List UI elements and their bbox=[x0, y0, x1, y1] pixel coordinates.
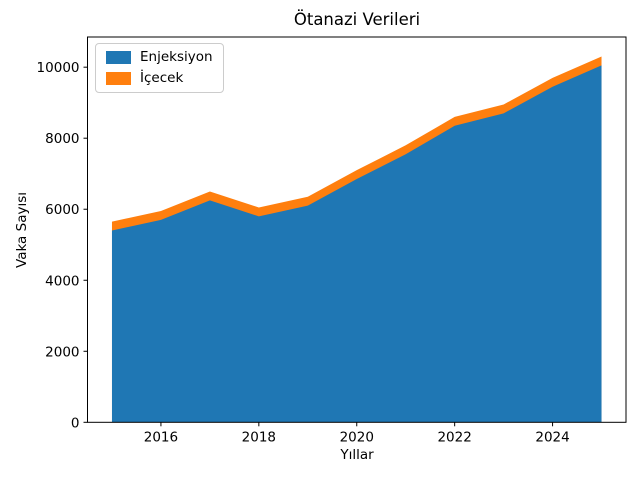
legend-item-enjeksiyon: Enjeksiyon bbox=[106, 49, 213, 65]
x-tick-label: 2016 bbox=[144, 429, 178, 445]
legend-swatch-icon bbox=[106, 51, 131, 65]
chart-title: Ötanazi Verileri bbox=[294, 10, 420, 29]
y-tick-label: 10000 bbox=[37, 60, 80, 76]
x-tick-label: 2018 bbox=[242, 429, 276, 445]
x-tick-label: 2024 bbox=[535, 429, 569, 445]
legend-item-icecek: İçecek bbox=[106, 69, 213, 86]
chart-legend: Enjeksiyon İçecek bbox=[95, 43, 224, 93]
series-area-enjeksiyon bbox=[111, 65, 602, 423]
y-tick-label: 0 bbox=[71, 415, 80, 431]
y-tick-label: 6000 bbox=[45, 202, 79, 218]
x-axis-label: Yıllar bbox=[339, 447, 374, 463]
legend-label: Enjeksiyon bbox=[140, 49, 213, 65]
series-layers bbox=[111, 56, 602, 423]
plot-frame bbox=[87, 36, 627, 423]
y-tick-label: 2000 bbox=[45, 344, 79, 360]
legend-swatch-icon bbox=[106, 71, 131, 85]
y-tick-label: 8000 bbox=[45, 131, 79, 147]
y-tick-label: 4000 bbox=[45, 273, 79, 289]
x-tick-label: 2020 bbox=[340, 429, 374, 445]
y-axis-label: Vaka Sayısı bbox=[14, 192, 30, 268]
axes: 0 2000 4000 6000 8000 10000 2016 2018 2020 2022 20… bbox=[37, 36, 627, 445]
legend-label: İçecek bbox=[140, 69, 184, 86]
x-tick-label: 2022 bbox=[437, 429, 471, 445]
